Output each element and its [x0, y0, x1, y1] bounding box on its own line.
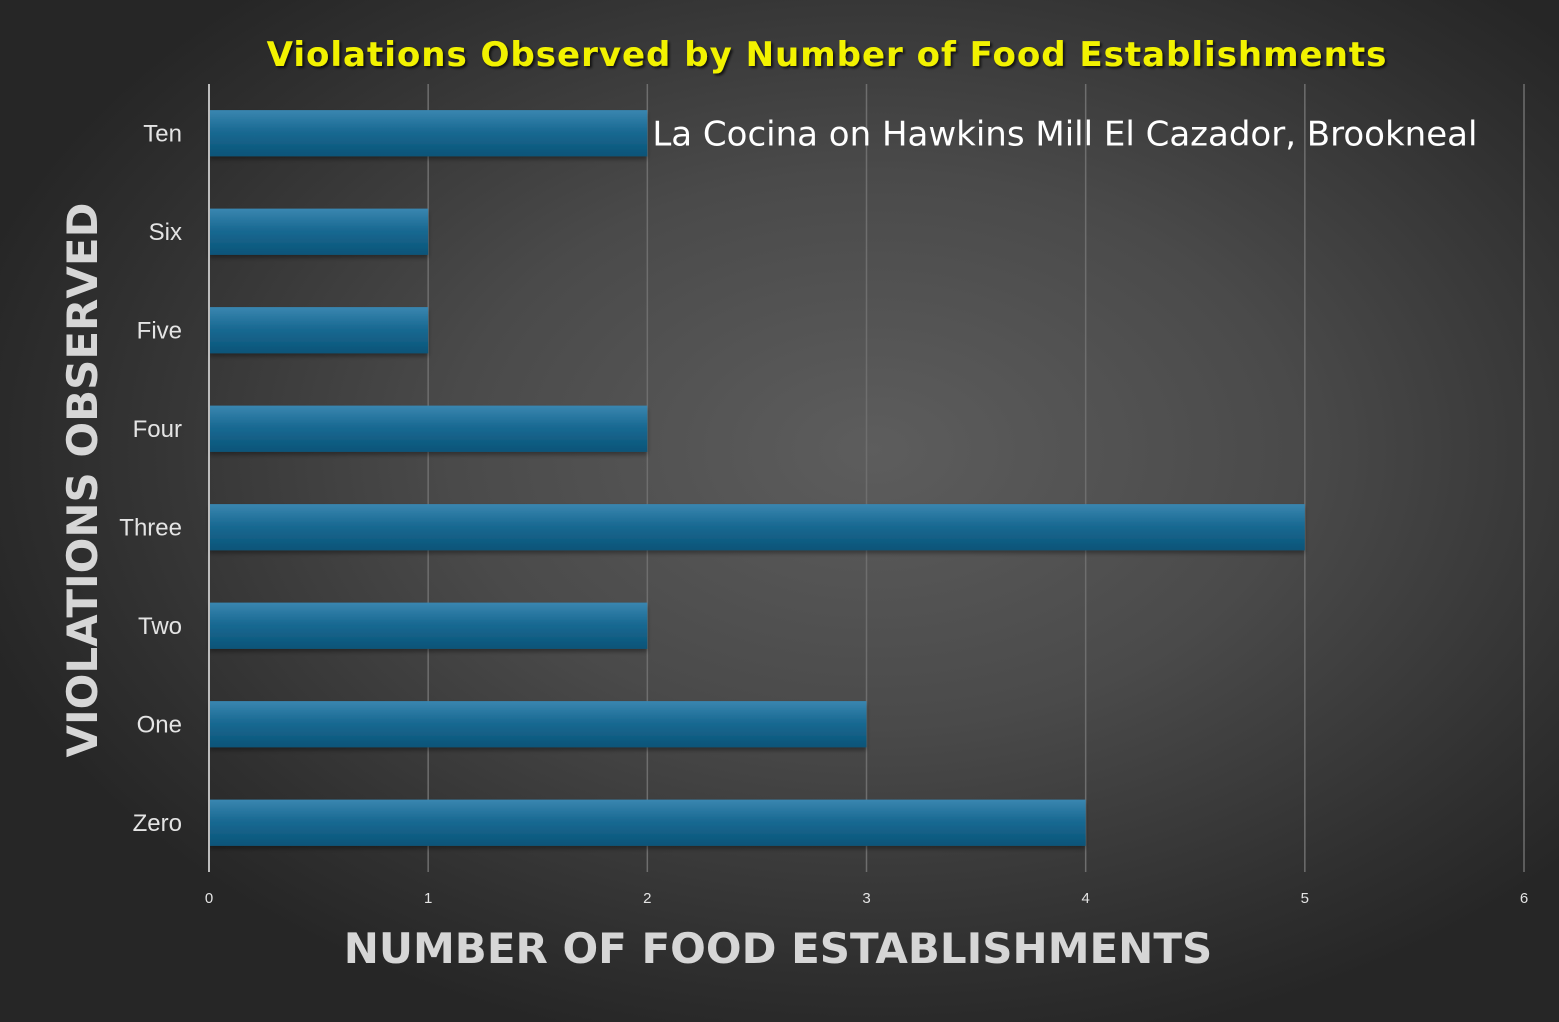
- bars: [209, 110, 1305, 846]
- bar: [209, 110, 648, 157]
- category-labels: Ten Six Five Four Three Two One Zero: [119, 120, 182, 837]
- x-tick-label: 4: [1081, 890, 1089, 907]
- category-label: Six: [149, 219, 182, 246]
- bar: [209, 504, 1305, 551]
- chart-title: Violations Observed by Number of Food Es…: [267, 35, 1388, 75]
- x-tick-label: 2: [643, 890, 651, 907]
- bar: [209, 799, 1086, 846]
- x-tick-labels: 0 1 2 3 4 5 6: [205, 890, 1528, 907]
- bar: [209, 405, 648, 452]
- x-tick-label: 5: [1301, 890, 1309, 907]
- category-label: Three: [119, 514, 182, 541]
- category-label: One: [137, 711, 182, 738]
- x-tick-label: 1: [424, 890, 432, 907]
- bar: [209, 208, 429, 255]
- category-label: Four: [133, 416, 182, 443]
- bar: [209, 701, 867, 748]
- category-label: Two: [138, 613, 182, 640]
- bar: [209, 307, 429, 354]
- y-axis-title: VIOLATIONS OBSERVED: [58, 203, 107, 758]
- annotations: La Cocina on Hawkins Mill El Cazador, Br…: [652, 114, 1477, 154]
- x-axis-title: NUMBER OF FOOD ESTABLISHMENTS: [344, 924, 1213, 973]
- bar-annotation: La Cocina on Hawkins Mill El Cazador, Br…: [652, 114, 1477, 154]
- gridlines: [427, 84, 1525, 872]
- x-tick-label: 6: [1520, 890, 1528, 907]
- category-label: Zero: [133, 810, 182, 837]
- x-tick-label: 3: [862, 890, 870, 907]
- bar: [209, 602, 648, 649]
- x-tick-label: 0: [205, 890, 213, 907]
- category-label: Ten: [143, 120, 182, 147]
- category-label: Five: [137, 317, 182, 344]
